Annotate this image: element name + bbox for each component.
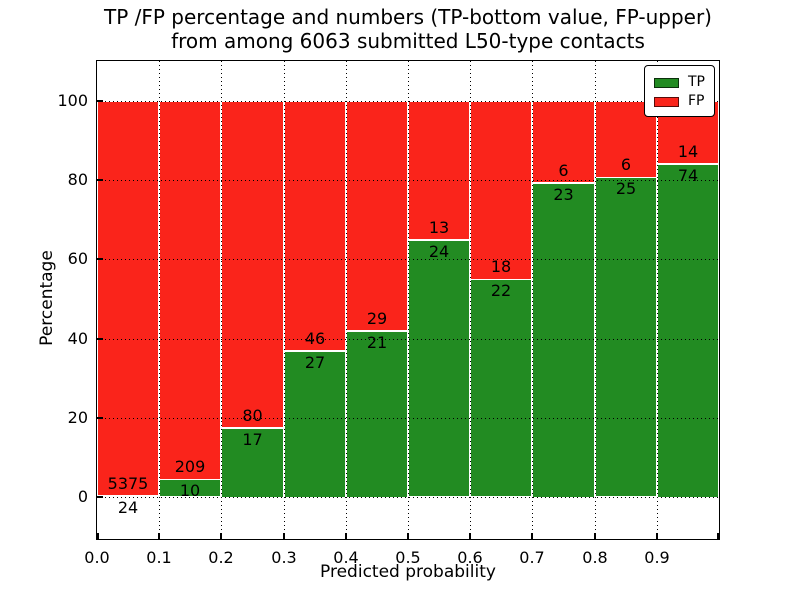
x-tick-mark <box>531 533 533 539</box>
fp-count-label: 13 <box>428 218 450 237</box>
y-axis-label: Percentage <box>37 250 57 346</box>
x-tick-label: 0.4 <box>333 548 359 567</box>
x-tick-mark <box>345 533 347 539</box>
fp-count-label: 46 <box>304 329 326 348</box>
gridline-vertical <box>595 61 596 539</box>
plot-area: 5375 24 209 10 80 17 46 27 29 21 13 24 18 22 6 23 6 25 14 7… <box>96 60 720 540</box>
bar-segment-fp <box>470 101 532 280</box>
y-tick-mark <box>97 338 103 340</box>
y-tick-label: 40 <box>67 329 88 348</box>
fp-count-label: 5375 <box>107 474 149 493</box>
gridline-vertical <box>470 61 471 539</box>
y-tick-mark <box>97 179 103 181</box>
bar-segment-fp <box>284 101 346 351</box>
y-tick-label: 60 <box>67 249 88 268</box>
y-tick-label: 100 <box>57 91 88 110</box>
tp-count-label: 24 <box>428 242 450 261</box>
legend-label-tp: TP <box>688 74 705 90</box>
gridline-vertical <box>221 61 222 539</box>
bar-segment-tp <box>532 183 595 498</box>
tp-count-label: 21 <box>366 333 388 352</box>
y-tick-mark <box>97 496 103 498</box>
tp-count-label: 24 <box>117 498 139 517</box>
x-tick-mark <box>158 533 160 539</box>
x-tick-label: 0.7 <box>519 548 545 567</box>
legend-swatch-fp <box>654 96 679 107</box>
chart-title-line-2: from among 6063 submitted L50-type conta… <box>171 29 645 53</box>
fp-count-label: 6 <box>620 155 632 174</box>
bar-segment-fp <box>221 101 284 428</box>
x-tick-mark <box>283 533 285 539</box>
bar-segment-tp <box>284 351 346 498</box>
x-tick-mark <box>717 533 719 539</box>
fp-count-label: 6 <box>558 161 569 180</box>
gridline-vertical <box>346 61 347 539</box>
tp-count-label: 10 <box>179 481 201 500</box>
x-tick-mark <box>594 533 596 539</box>
y-tick-label: 0 <box>77 487 88 506</box>
tp-count-label: 25 <box>615 179 637 198</box>
y-tick-label: 20 <box>67 408 88 427</box>
grid-layer <box>97 61 719 539</box>
x-tick-mark <box>220 533 222 539</box>
y-tick-mark <box>97 100 103 102</box>
bar-segment-fp <box>97 101 159 496</box>
bar-segment-tp <box>346 331 408 498</box>
x-tick-label: 0.3 <box>271 548 297 567</box>
x-tick-label: 0.5 <box>395 548 421 567</box>
gridline-vertical <box>159 61 160 539</box>
y-tick-mark <box>97 258 103 260</box>
y-tick-mark <box>97 417 103 419</box>
bar-segment-fp <box>346 101 408 331</box>
tp-count-label: 22 <box>490 281 512 300</box>
fp-count-label: 209 <box>174 457 206 476</box>
bars-layer <box>97 61 719 539</box>
legend-row-tp: TP <box>654 71 705 90</box>
fp-count-label: 29 <box>366 309 388 328</box>
x-tick-label: 0.6 <box>457 548 483 567</box>
tp-count-label: 17 <box>242 430 263 449</box>
x-tick-label: 0.1 <box>146 548 172 567</box>
x-tick-label: 0.8 <box>582 548 608 567</box>
bar-segment-tp <box>595 177 657 497</box>
x-tick-label: 0.2 <box>208 548 234 567</box>
tp-count-label: 27 <box>304 353 326 372</box>
annotation-layer: 5375 24 209 10 80 17 46 27 29 21 13 24 18 22 6 23 6 25 14 7… <box>97 61 719 539</box>
gridline-vertical <box>532 61 533 539</box>
bar-segment-tp <box>408 240 470 497</box>
bar-segment-fp <box>159 101 221 480</box>
ticks-layer <box>97 61 719 539</box>
x-tick-label: 0.0 <box>84 548 110 567</box>
tp-count-label: 23 <box>553 185 574 204</box>
fp-count-label: 80 <box>242 406 263 425</box>
x-axis-label: Predicted probability <box>320 562 496 582</box>
legend-label-fp: FP <box>688 93 705 109</box>
chart-title-line-1: TP /FP percentage and numbers (TP-bottom… <box>104 5 712 29</box>
x-tick-label: 0.9 <box>644 548 670 567</box>
gridline-vertical <box>657 61 658 539</box>
tp-count-label: 74 <box>677 166 699 185</box>
x-tick-mark <box>97 533 99 539</box>
bar-segment-tp <box>657 164 719 498</box>
fp-count-label: 18 <box>490 257 512 276</box>
legend-swatch-tp <box>654 77 679 88</box>
x-tick-mark <box>407 533 409 539</box>
legend-row-fp: FP <box>654 90 705 109</box>
gridline-vertical <box>408 61 409 539</box>
legend: TP FP <box>644 65 715 117</box>
x-tick-mark <box>469 533 471 539</box>
x-tick-mark <box>656 533 658 539</box>
bar-segment-tp <box>470 279 532 497</box>
y-tick-label: 80 <box>67 170 88 189</box>
fp-count-label: 14 <box>677 142 699 161</box>
gridline-vertical <box>284 61 285 539</box>
